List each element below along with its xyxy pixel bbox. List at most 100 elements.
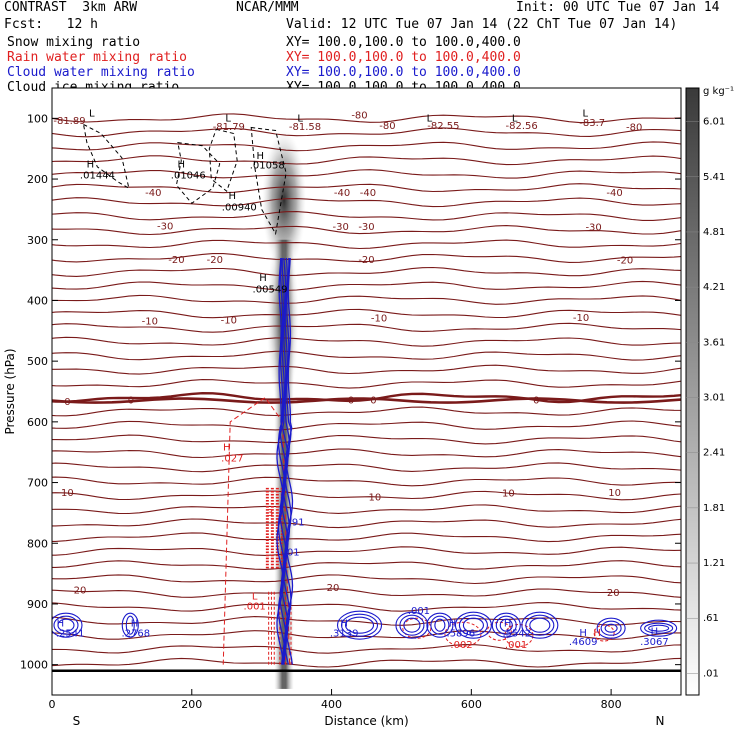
- cloud-water-contour-label: .3067: [640, 637, 669, 648]
- temperature-contour-label: -81.58: [289, 122, 321, 133]
- legend-snow-xy: XY= 100.0,100.0 to 100.0,400.0: [286, 35, 521, 50]
- temperature-contour-label: -83.7: [579, 118, 605, 129]
- temperature-contour-line: [52, 616, 681, 626]
- temperature-contour-label: -80: [351, 110, 367, 121]
- snow-contour-label: H: [87, 159, 95, 170]
- temperature-contour-label: -10: [221, 315, 237, 326]
- temperature-contour-line: [52, 630, 681, 640]
- cloud-water-contour-label: .001: [408, 606, 430, 617]
- temperature-contour-label: -10: [142, 317, 158, 328]
- temperature-contour-line: [52, 197, 681, 208]
- cloud-water-contour-label: H: [504, 618, 512, 629]
- temperature-contour-line: [52, 280, 681, 291]
- temperature-contour-line: [52, 113, 681, 124]
- colorbar-unit: g kg⁻¹: [703, 86, 734, 97]
- temperature-contour-line: [52, 476, 681, 487]
- x-tick-label: 0: [49, 698, 56, 711]
- temperature-contour-line: [52, 379, 681, 389]
- temperature-contour-line: [52, 308, 681, 319]
- temperature-contour-line: [52, 253, 681, 263]
- temperature-contour-line: [52, 127, 681, 138]
- temperature-contour-line: [52, 504, 681, 515]
- temperature-contour-label: -40: [334, 188, 350, 199]
- y-tick-label: 900: [27, 598, 48, 611]
- y-tick-label: 800: [27, 537, 48, 550]
- cloud-water-cell: [53, 615, 79, 635]
- snow-contour-label: L: [427, 113, 433, 124]
- cloud-water-cell: [434, 618, 446, 632]
- cloud-water-contour-label: H: [651, 626, 659, 637]
- x-tick-label: 800: [601, 698, 622, 711]
- temperature-contour-line: [52, 155, 681, 166]
- temperature-contour-label: 0: [64, 397, 70, 408]
- cloud-water-cell: [529, 617, 551, 633]
- legend-cloud-water-label: Cloud water mixing ratio: [7, 65, 195, 80]
- temperature-contour-label: 20: [74, 586, 87, 597]
- cloud-water-cell: [495, 615, 517, 635]
- snow-plume-upper: [262, 130, 307, 271]
- cloud-water-cell: [336, 610, 383, 640]
- snow-contour-label: .01058: [250, 161, 285, 172]
- cloud-water-contour-label: .2768: [122, 629, 151, 640]
- temperature-contour-label: 0: [533, 396, 539, 407]
- cloud-water-cell: [499, 618, 513, 632]
- colorbar: 6.01 5.41 4.81 4.21 3.61 3.01 2.41 1.81 1.21 .61.…: [685, 86, 734, 696]
- x-tick-label: 400: [321, 698, 342, 711]
- rain-contour-cell: [486, 621, 512, 641]
- colorbar-tick-label: 1.81: [703, 503, 725, 514]
- colorbar-tick-label: 1.21: [703, 558, 725, 569]
- temperature-contour-line: [52, 518, 681, 529]
- cloud-water-cell: [604, 623, 618, 633]
- temperature-contour-label: -81.89: [53, 116, 85, 127]
- temperature-contour-label: 10: [369, 493, 382, 504]
- temperature-contour-line: [52, 420, 681, 431]
- y-tick-label: 100: [27, 112, 48, 125]
- temperature-contour-label: -10: [371, 314, 387, 325]
- x-axis-title: Distance (km): [324, 714, 408, 728]
- temperature-contour-line: [52, 560, 681, 570]
- temperature-contour-label: 0: [128, 396, 134, 407]
- temperature-contour-label: 0: [370, 396, 376, 407]
- temperature-contour-label: -80: [379, 121, 395, 132]
- temperature-contour-label: -20: [168, 255, 184, 266]
- cloud-column-contour: [285, 257, 294, 665]
- north-label: N: [656, 714, 665, 728]
- colorbar-tick-label: 2.41: [703, 448, 725, 459]
- snow-contours: [82, 123, 287, 236]
- cloud-water-contour-label: H: [579, 628, 587, 639]
- temperature-contour-label: -82.56: [506, 121, 538, 132]
- temperature-contours: [52, 113, 681, 668]
- cloud-water-contour-label: .91: [289, 518, 305, 529]
- cloud-water-cell: [640, 619, 678, 637]
- rain-contour-label: H: [593, 628, 601, 639]
- y-tick-label: 700: [27, 477, 48, 490]
- temperature-contour-label: 10: [608, 488, 621, 499]
- y-tick-label: 200: [27, 173, 48, 186]
- cloud-water-cell: [121, 612, 139, 638]
- plot-frame: [51, 87, 682, 696]
- temperature-contour-line: [52, 406, 681, 417]
- cloud-water-cell: [462, 617, 484, 633]
- temperature-contour-label: -40: [145, 188, 161, 199]
- rain-contour-label: .002: [450, 640, 472, 651]
- rain-contour-cell: [504, 624, 534, 648]
- temperature-contour-line: [52, 322, 681, 333]
- snow-contour-label: .01046: [171, 170, 206, 181]
- x-tick-label: 200: [181, 698, 202, 711]
- cloud-water-contour-label: .5542: [502, 629, 531, 640]
- cloud-water-contour-label: H: [57, 618, 65, 629]
- cloud-water-cell: [340, 613, 379, 637]
- south-label: S: [73, 714, 81, 728]
- snow-contour-label: .01444: [80, 170, 115, 181]
- cloud-water-contour-label: H: [131, 618, 139, 629]
- snow-contour-label: .00549: [253, 285, 288, 296]
- cloud-water-cell: [430, 615, 450, 635]
- snow-contour-label: L: [582, 108, 588, 119]
- colorbar-tick-label: .61: [703, 613, 719, 624]
- cloud-water-cell: [426, 612, 454, 638]
- temperature-contour-line: [52, 350, 681, 361]
- y-tick-label: 300: [27, 234, 48, 247]
- header-valid: Valid: 12 UTC Tue 07 Jan 14 (22 ChT Tue …: [286, 17, 678, 32]
- x-tick-label: 600: [461, 698, 482, 711]
